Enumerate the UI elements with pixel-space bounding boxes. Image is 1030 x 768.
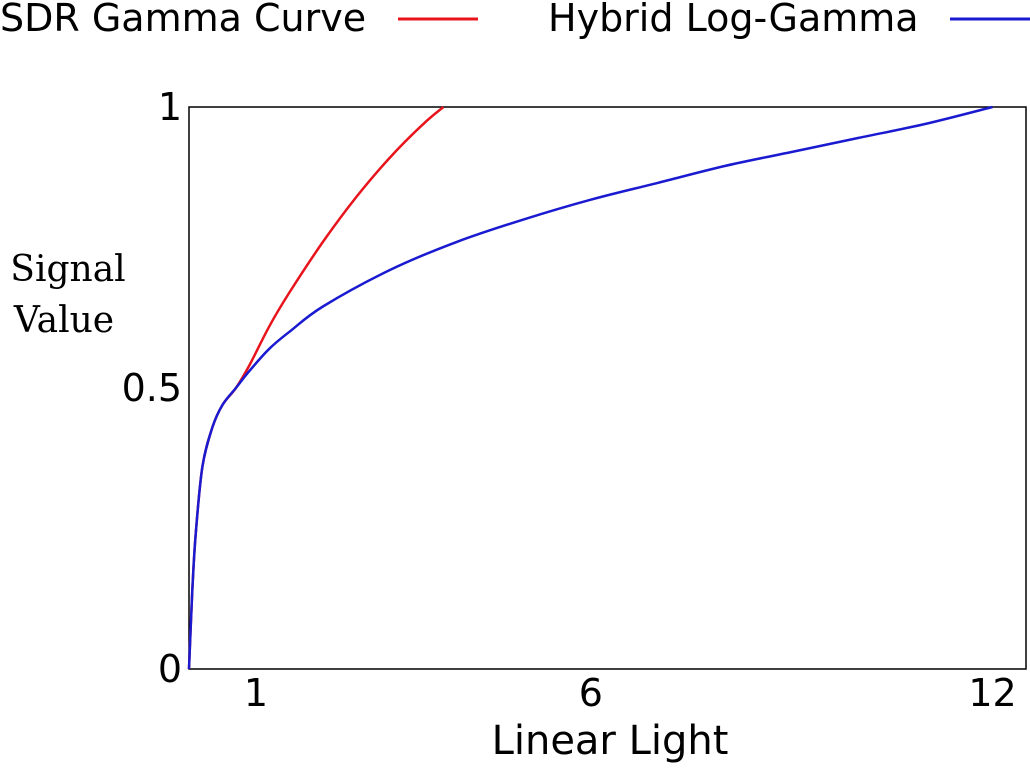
series-layer [187,105,993,670]
x-tick-label: 12 [968,671,1016,715]
y-tick-label: 0 [158,647,182,691]
legend: SDR Gamma Curve Hybrid Log-Gamma [0,0,1030,40]
y-axis-label-line1: Signal [10,249,125,290]
legend-label-hlg: Hybrid Log-Gamma [548,0,919,40]
x-tick-labels: 1 6 12 [244,671,1017,715]
x-axis-label: Linear Light [492,718,729,764]
y-tick-label: 0.5 [122,366,182,410]
series-line-1 [187,105,993,670]
y-tick-label: 1 [158,85,182,129]
plot-frame [188,106,1027,670]
x-tick-label: 1 [244,671,268,715]
legend-label-sdr: SDR Gamma Curve [0,0,366,40]
y-axis-label-line2: Value [13,300,114,341]
series-line-0 [187,106,445,670]
y-tick-labels: 00.51 [122,85,182,691]
x-tick-label: 6 [579,671,603,715]
